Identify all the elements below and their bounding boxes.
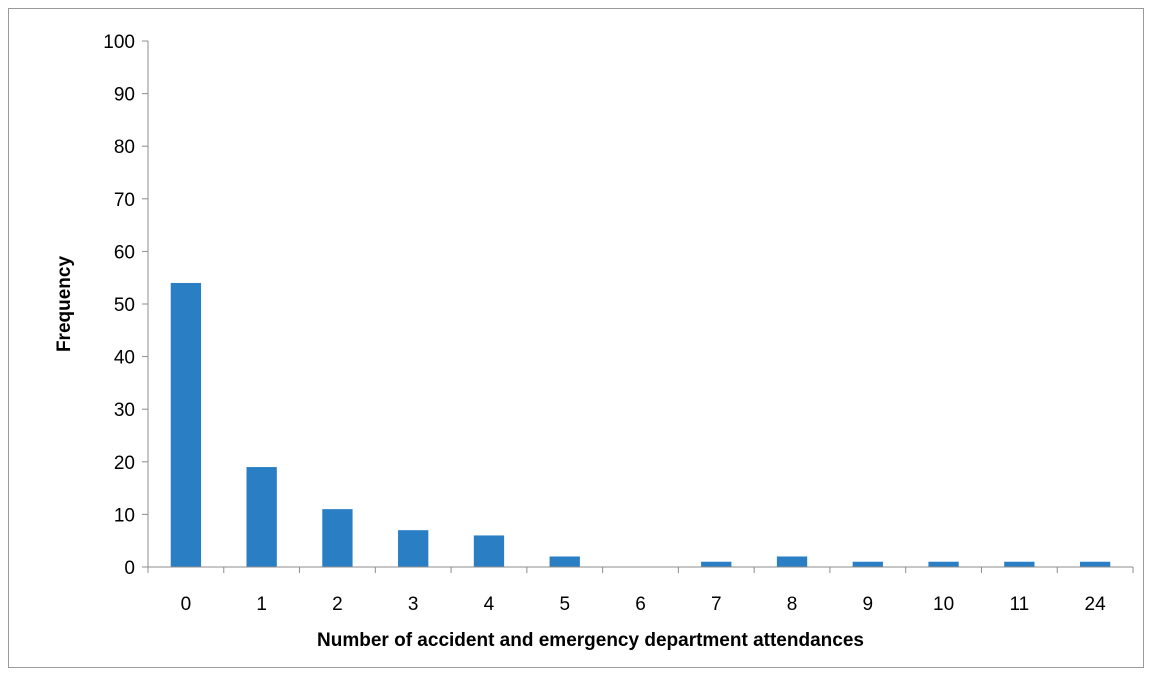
y-tick-label: 60 bbox=[114, 242, 135, 263]
x-tick-label: 6 bbox=[635, 594, 646, 615]
bar-3 bbox=[398, 530, 429, 567]
y-tick-label: 90 bbox=[114, 85, 135, 106]
bar-9 bbox=[852, 561, 883, 567]
y-tick-label: 0 bbox=[124, 558, 135, 579]
x-tick-label: 3 bbox=[408, 594, 419, 615]
bar-11 bbox=[1004, 561, 1035, 567]
bar-24 bbox=[1079, 561, 1111, 567]
x-tick-label: 8 bbox=[787, 594, 798, 615]
x-tick-label: 4 bbox=[484, 594, 495, 615]
y-tick-label: 40 bbox=[114, 348, 135, 369]
bar-0 bbox=[170, 282, 202, 567]
x-tick-label: 0 bbox=[181, 594, 192, 615]
bar-4 bbox=[473, 535, 505, 567]
x-tick-label: 7 bbox=[711, 594, 722, 615]
bar-7 bbox=[701, 561, 732, 567]
x-tick-label: 11 bbox=[1009, 594, 1029, 615]
x-tick-label: 2 bbox=[332, 594, 343, 615]
bar-8 bbox=[776, 556, 808, 567]
y-tick-label: 30 bbox=[114, 400, 135, 421]
bar-5 bbox=[549, 556, 580, 567]
y-tick-label: 100 bbox=[103, 32, 135, 53]
y-axis-ticks: 0 10 20 30 40 50 60 70 80 90 100 bbox=[103, 32, 148, 579]
x-tick-label: 9 bbox=[863, 594, 874, 615]
y-axis-title: Frequency bbox=[54, 256, 75, 353]
bars bbox=[170, 282, 1111, 567]
y-tick-label: 20 bbox=[114, 453, 135, 474]
y-tick-label: 10 bbox=[114, 505, 135, 526]
y-tick-label: 80 bbox=[114, 137, 135, 158]
x-tick-label: 5 bbox=[559, 594, 570, 615]
bar-2 bbox=[322, 509, 353, 567]
x-tick-label: 24 bbox=[1085, 594, 1107, 615]
x-axis-title: Number of accident and emergency departm… bbox=[317, 630, 864, 651]
x-axis-ticks: 0 1 2 3 4 5 6 7 8 9 10 11 24 bbox=[147, 567, 1134, 615]
bar-1 bbox=[246, 467, 277, 567]
x-tick-label: 10 bbox=[933, 594, 954, 615]
y-tick-label: 70 bbox=[114, 190, 135, 211]
x-tick-label: 1 bbox=[256, 594, 267, 615]
bar-10 bbox=[928, 561, 959, 567]
y-tick-label: 50 bbox=[114, 295, 135, 316]
